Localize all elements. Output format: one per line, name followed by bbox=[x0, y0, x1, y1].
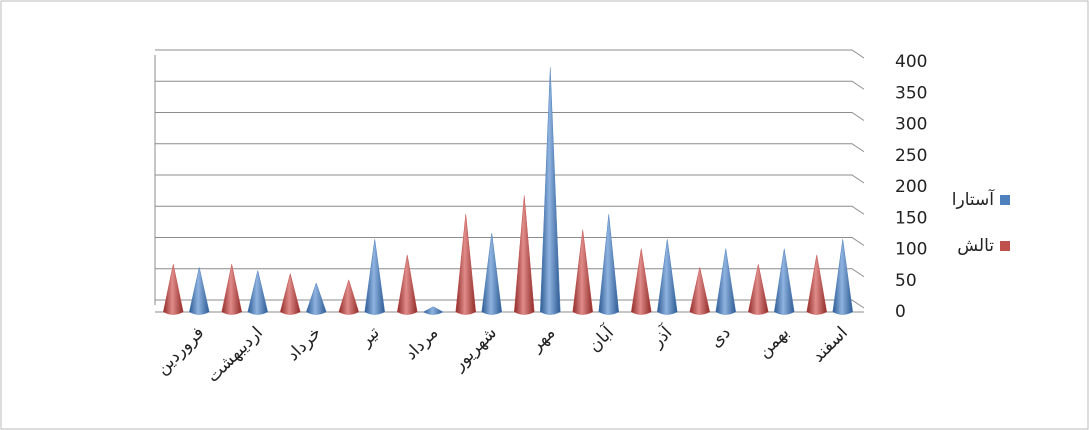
cone bbox=[162, 264, 184, 315]
cone bbox=[598, 214, 620, 315]
cone bbox=[689, 267, 711, 315]
cone bbox=[773, 248, 795, 315]
cone bbox=[715, 248, 737, 315]
y-tick-label: 200 bbox=[895, 177, 927, 197]
y-tick-label: 250 bbox=[895, 146, 927, 166]
y-tick-label: 350 bbox=[895, 83, 927, 103]
cone bbox=[221, 264, 243, 315]
y-tick-label: 100 bbox=[895, 240, 927, 260]
y-tick-label: 400 bbox=[895, 52, 927, 72]
grid-line bbox=[155, 143, 865, 153]
grid-line bbox=[155, 268, 865, 278]
grid-line bbox=[155, 205, 865, 215]
cone bbox=[279, 272, 301, 315]
grid-line bbox=[155, 299, 865, 309]
y-tick-label: 150 bbox=[895, 208, 927, 228]
cone bbox=[747, 264, 769, 315]
cone bbox=[539, 67, 561, 315]
y-tick-label: 300 bbox=[895, 115, 927, 135]
cone bbox=[513, 195, 535, 315]
legend-swatch bbox=[1000, 241, 1010, 251]
cone bbox=[188, 267, 210, 315]
grid-line bbox=[155, 174, 865, 184]
cone bbox=[832, 239, 854, 315]
grid-line bbox=[155, 112, 865, 121]
legend-label: تالش bbox=[957, 236, 994, 256]
cone bbox=[247, 270, 269, 315]
cone bbox=[422, 306, 444, 315]
cone bbox=[455, 214, 477, 315]
cone bbox=[305, 282, 327, 315]
grid-line bbox=[155, 237, 865, 246]
cone bbox=[338, 279, 360, 315]
cone bbox=[572, 229, 594, 315]
cone bbox=[630, 248, 652, 315]
y-tick-label: 0 bbox=[895, 302, 906, 322]
y-tick-label: 50 bbox=[895, 271, 917, 291]
legend-swatch bbox=[1000, 195, 1010, 205]
legend-label: آستارا bbox=[952, 188, 995, 210]
cone bbox=[364, 239, 386, 315]
cone bbox=[481, 232, 503, 315]
cone bbox=[396, 254, 418, 315]
grid-line bbox=[155, 80, 865, 90]
cone bbox=[656, 239, 678, 315]
grid-line bbox=[155, 49, 865, 59]
cone bbox=[806, 254, 828, 315]
